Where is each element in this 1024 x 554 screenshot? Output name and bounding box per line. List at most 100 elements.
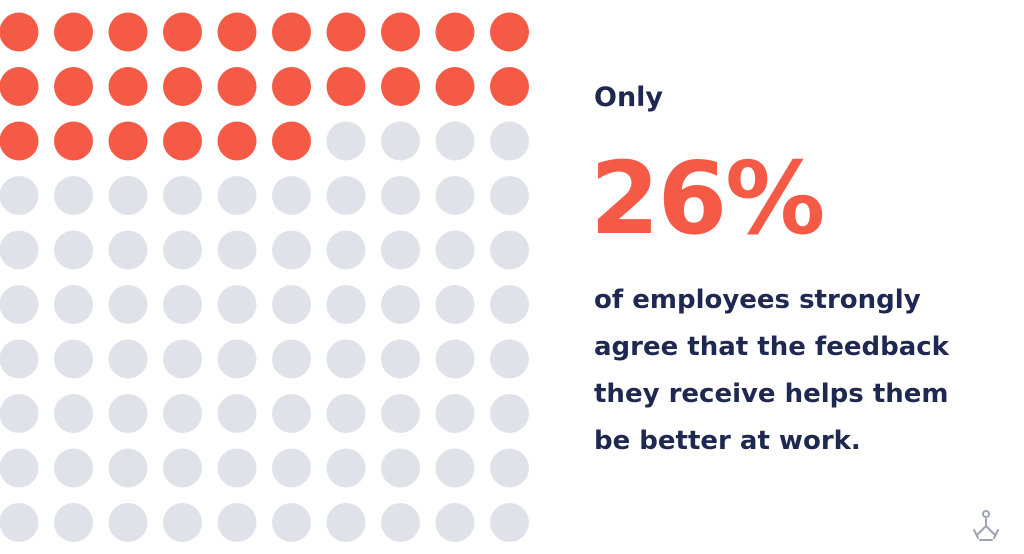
empty-dot <box>163 176 202 215</box>
empty-dot <box>163 339 202 379</box>
empty-dot <box>54 285 93 324</box>
empty-dot <box>54 230 93 270</box>
empty-dot <box>163 448 202 488</box>
empty-dot <box>217 285 257 324</box>
empty-dot <box>381 230 420 270</box>
empty-dot <box>490 394 529 433</box>
empty-dot <box>217 176 257 215</box>
filled-dot <box>163 67 202 106</box>
filled-dot <box>490 12 529 52</box>
empty-dot <box>326 339 366 379</box>
filled-dot <box>163 121 202 161</box>
empty-dot <box>217 230 257 270</box>
filled-dot <box>217 12 257 52</box>
filled-dot <box>272 121 311 161</box>
empty-dot <box>217 448 257 488</box>
empty-dot <box>435 230 475 270</box>
filled-dot <box>326 67 366 106</box>
filled-dot <box>381 12 420 52</box>
empty-dot <box>435 121 475 161</box>
empty-dot <box>272 339 311 379</box>
filled-dot <box>217 121 257 161</box>
empty-dot <box>435 394 475 433</box>
filled-dot <box>163 12 202 52</box>
empty-dot <box>0 503 39 542</box>
empty-dot <box>0 285 39 324</box>
empty-dot <box>490 448 529 488</box>
filled-dot <box>272 67 311 106</box>
empty-dot <box>272 176 311 215</box>
value-label: 26% <box>590 140 825 257</box>
empty-dot <box>108 230 148 270</box>
filled-dot <box>272 12 311 52</box>
filled-dot <box>435 67 475 106</box>
empty-dot <box>381 394 420 433</box>
filled-dot <box>108 67 148 106</box>
empty-dot <box>108 448 148 488</box>
empty-dot <box>163 230 202 270</box>
filled-dot <box>326 12 366 52</box>
empty-dot <box>54 176 93 215</box>
filled-dot <box>108 121 148 161</box>
filled-dot <box>381 67 420 106</box>
empty-dot <box>108 176 148 215</box>
empty-dot <box>326 448 366 488</box>
lead-text: Only <box>594 82 664 113</box>
empty-dot <box>272 394 311 433</box>
empty-dot <box>435 503 475 542</box>
empty-dot <box>326 176 366 215</box>
empty-dot <box>490 121 529 161</box>
empty-dot <box>0 339 39 379</box>
empty-dot <box>435 285 475 324</box>
filled-dot <box>0 67 39 106</box>
empty-dot <box>272 503 311 542</box>
empty-dot <box>54 448 93 488</box>
empty-dot <box>0 448 39 488</box>
filled-dot <box>217 67 257 106</box>
empty-dot <box>326 121 366 161</box>
empty-dot <box>435 339 475 379</box>
empty-dot <box>490 230 529 270</box>
empty-dot <box>381 339 420 379</box>
filled-dot <box>54 12 93 52</box>
empty-dot <box>381 448 420 488</box>
filled-dot <box>108 12 148 52</box>
empty-dot <box>490 285 529 324</box>
filled-dot <box>0 121 39 161</box>
empty-dot <box>0 394 39 433</box>
empty-dot <box>0 176 39 215</box>
empty-dot <box>108 394 148 433</box>
empty-dot <box>54 503 93 542</box>
description: of employees strongly agree that the fee… <box>594 285 949 456</box>
empty-dot <box>435 176 475 215</box>
empty-dot <box>326 503 366 542</box>
empty-dot <box>435 448 475 488</box>
empty-dot <box>326 285 366 324</box>
empty-dot <box>217 503 257 542</box>
empty-dot <box>163 285 202 324</box>
empty-dot <box>272 285 311 324</box>
empty-dot <box>163 394 202 433</box>
empty-dot <box>272 230 311 270</box>
empty-dot <box>54 394 93 433</box>
empty-dot <box>381 121 420 161</box>
filled-dot <box>490 67 529 106</box>
waffle-chart <box>0 12 529 542</box>
empty-dot <box>381 503 420 542</box>
filled-dot <box>54 67 93 106</box>
empty-dot <box>381 285 420 324</box>
empty-dot <box>272 448 311 488</box>
logo <box>973 510 999 541</box>
empty-dot <box>490 503 529 542</box>
empty-dot <box>490 339 529 379</box>
filled-dot <box>54 121 93 161</box>
filled-dot <box>435 12 475 52</box>
empty-dot <box>326 394 366 433</box>
empty-dot <box>326 230 366 270</box>
empty-dot <box>108 503 148 542</box>
empty-dot <box>54 339 93 379</box>
empty-dot <box>163 503 202 542</box>
filled-dot <box>0 12 39 52</box>
empty-dot <box>0 230 39 270</box>
